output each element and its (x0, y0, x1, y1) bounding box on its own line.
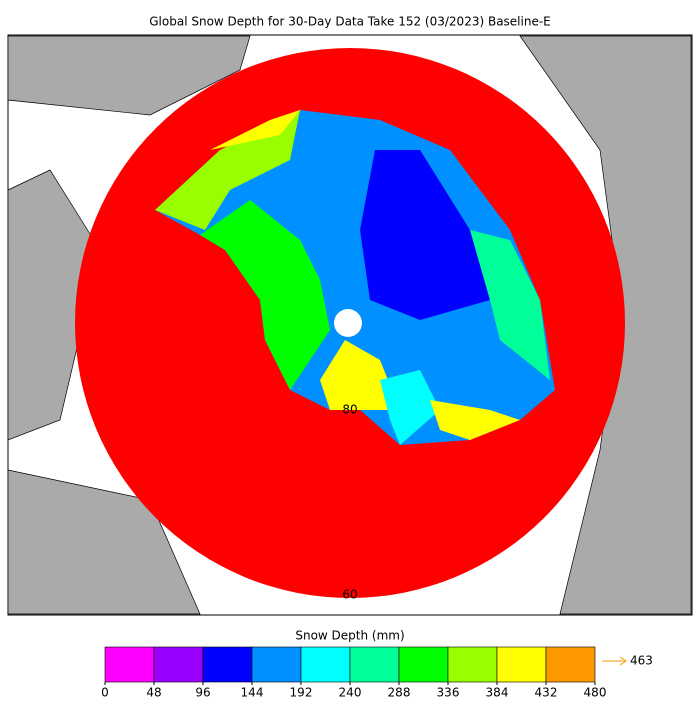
colorbar-segment (104, 646, 155, 683)
snow-region (320, 340, 400, 410)
snow-region (155, 110, 555, 445)
colorbar-tick-label: 144 (241, 686, 264, 700)
colorbar-segment (447, 646, 498, 683)
snow-region (470, 230, 550, 380)
snow-region (200, 200, 330, 390)
colorbar-segment (153, 646, 204, 683)
colorbar-segment (251, 646, 302, 683)
colorbar-tick-label: 336 (437, 686, 460, 700)
latitude-label: 80 (342, 403, 357, 417)
colorbar-segment (398, 646, 449, 683)
colorbar-tick-label: 288 (388, 686, 411, 700)
max-arrow-head (619, 656, 627, 666)
colorbar-tick-label: 240 (339, 686, 362, 700)
map: 80 60 (7, 34, 693, 616)
snow-region (430, 400, 520, 440)
snow-region (210, 110, 300, 150)
snow-region (360, 150, 490, 320)
colorbar-tick-label: 0 (101, 686, 109, 700)
colorbar-segment (202, 646, 253, 683)
snow-region (380, 370, 440, 445)
colorbar-segment (349, 646, 400, 683)
colorbar: 0 48 96 144 192 240 288 336 384 432 480 (101, 646, 607, 700)
pole-hole (334, 309, 362, 337)
colorbar-segment (496, 646, 547, 683)
colorbar-tick-label: 192 (290, 686, 313, 700)
colorbar-tick-label: 384 (486, 686, 509, 700)
latitude-label: 60 (342, 588, 357, 602)
colorbar-segment (545, 646, 596, 683)
snow-region (155, 110, 300, 230)
colorbar-segment (300, 646, 351, 683)
colorbar-tick-label: 48 (146, 686, 161, 700)
colorbar-label: Snow Depth (mm) (295, 629, 404, 643)
title: Global Snow Depth for 30-Day Data Take 1… (149, 15, 551, 29)
max-label: 463 (630, 654, 653, 668)
colorbar-tick-label: 96 (195, 686, 210, 700)
colorbar-tick-label: 480 (584, 686, 607, 700)
colorbar-tick-label: 432 (535, 686, 558, 700)
